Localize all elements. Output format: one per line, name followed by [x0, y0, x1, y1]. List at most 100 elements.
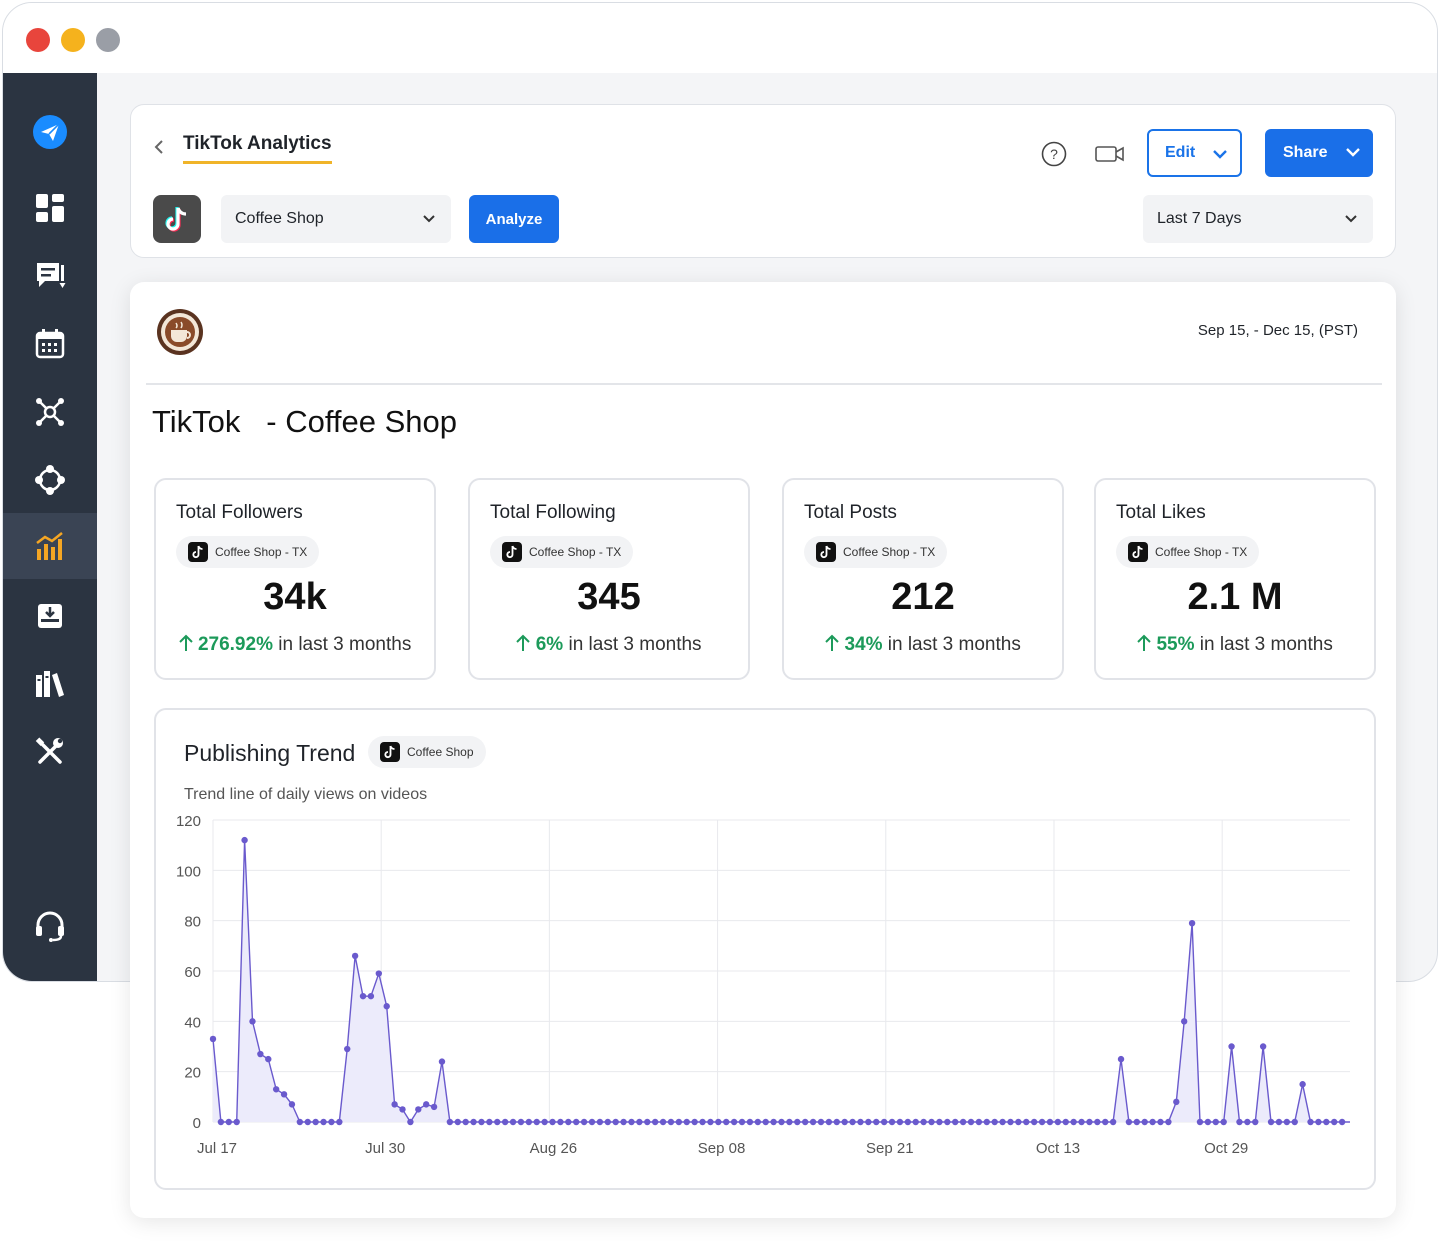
data-point	[375, 970, 383, 977]
headset-icon	[36, 911, 64, 942]
trend-area	[213, 840, 1350, 1122]
sidebar-item-analytics[interactable]	[3, 513, 97, 579]
edit-button[interactable]: Edit	[1147, 129, 1242, 177]
data-point	[896, 1118, 904, 1126]
data-point	[367, 992, 375, 1000]
help-icon[interactable]: ?	[1041, 141, 1067, 167]
chart-subtitle: Trend line of daily views on videos	[184, 786, 428, 803]
y-tick-label: 40	[184, 1014, 201, 1031]
sidebar-item-inbox[interactable]	[3, 583, 97, 649]
data-point	[454, 1118, 461, 1126]
data-point	[430, 1103, 438, 1111]
sidebar-item-publish[interactable]	[3, 99, 97, 165]
close-window-button[interactable]	[26, 28, 50, 52]
share-button[interactable]: Share	[1265, 129, 1373, 177]
data-point	[738, 1118, 746, 1126]
y-tick-label: 60	[184, 964, 201, 981]
data-point	[1299, 1081, 1306, 1088]
stat-change-period: in last 3 months	[272, 634, 412, 655]
data-point	[1149, 1118, 1156, 1126]
analytics-toolbar: TikTok Analytics ? Edit Share Coffee Sho…	[130, 104, 1396, 258]
calendar-icon	[35, 329, 65, 359]
tools-icon	[35, 737, 63, 764]
data-point	[762, 1118, 769, 1126]
data-point	[936, 1118, 943, 1126]
minimize-window-button[interactable]	[61, 28, 85, 52]
sidebar	[3, 73, 97, 981]
back-chevron-icon[interactable]	[151, 137, 167, 157]
data-point	[1086, 1118, 1093, 1126]
data-point	[304, 1118, 311, 1126]
account-chip: Coffee Shop	[368, 736, 486, 768]
data-point	[865, 1118, 872, 1126]
stat-change-percent: 6%	[535, 634, 564, 655]
sidebar-item-calendar[interactable]	[3, 311, 97, 377]
stat-label: Total Followers	[176, 502, 303, 523]
sidebar-item-support[interactable]	[3, 893, 97, 959]
data-point	[1094, 1118, 1101, 1126]
data-point	[612, 1118, 619, 1126]
data-point	[1141, 1118, 1148, 1126]
video-camera-icon[interactable]	[1095, 145, 1125, 163]
data-point	[407, 1118, 414, 1126]
data-point	[1204, 1118, 1212, 1126]
stat-change-period: in last 3 months	[1194, 634, 1333, 655]
stat-label: Total Likes	[1116, 502, 1206, 523]
data-point	[904, 1118, 912, 1126]
data-point	[359, 992, 367, 1000]
chevron-down-icon	[423, 215, 435, 223]
data-point	[517, 1118, 525, 1126]
data-point	[999, 1118, 1006, 1126]
svg-text:?: ?	[1050, 146, 1058, 162]
stat-value: 2.1 M	[1187, 576, 1283, 618]
data-point	[691, 1118, 698, 1126]
date-range-select[interactable]: Last 7 Days	[1143, 195, 1373, 243]
data-point	[438, 1058, 446, 1065]
data-point	[770, 1118, 777, 1126]
data-point	[296, 1118, 304, 1126]
data-point	[351, 952, 359, 960]
zoom-window-button[interactable]	[96, 28, 120, 52]
data-point	[1196, 1118, 1204, 1126]
data-point	[470, 1118, 477, 1126]
data-point	[509, 1118, 517, 1126]
trend-chart: 0 20 40 60 80 100 120 Jul 17 Jul 30 Aug 26 Sep 08 S…	[176, 813, 1350, 1157]
account-select[interactable]: Coffee Shop	[221, 195, 451, 243]
x-tick-label: Oct 13	[1036, 1140, 1080, 1157]
data-point	[833, 1118, 840, 1126]
data-point	[249, 1018, 256, 1025]
share-button-label: Share	[1283, 144, 1328, 161]
stat-change-percent: 276.92%	[197, 634, 273, 655]
account-chip-label: Coffee Shop - TX	[529, 545, 622, 559]
data-point	[1030, 1118, 1038, 1126]
sidebar-item-messages[interactable]	[3, 243, 97, 309]
data-point	[225, 1118, 232, 1126]
sidebar-item-library[interactable]	[3, 651, 97, 717]
sidebar-item-integrations[interactable]	[3, 447, 97, 513]
data-point	[636, 1118, 643, 1126]
analyze-button[interactable]: Analyze	[469, 195, 559, 243]
data-point	[920, 1118, 927, 1126]
data-point	[541, 1118, 548, 1126]
chevron-down-icon	[1213, 150, 1227, 159]
data-point	[644, 1118, 651, 1126]
message-list-icon	[37, 263, 66, 288]
data-point	[462, 1118, 469, 1126]
data-point	[272, 1086, 280, 1093]
title-bar	[3, 3, 1437, 73]
x-tick-label: Sep 08	[698, 1140, 746, 1157]
data-point	[620, 1118, 627, 1126]
account-chip: Coffee Shop - TX	[176, 536, 320, 568]
data-point	[849, 1118, 856, 1126]
dashboard-icon	[36, 194, 64, 222]
data-point	[217, 1118, 225, 1126]
sidebar-item-tools[interactable]	[3, 719, 97, 785]
y-tick-label: 80	[184, 914, 201, 931]
sidebar-item-dashboard[interactable]	[3, 175, 97, 241]
data-point	[478, 1118, 485, 1126]
chevron-down-icon	[1345, 215, 1357, 223]
sidebar-item-network[interactable]	[3, 379, 97, 445]
data-point	[1125, 1118, 1133, 1126]
stat-change: 6% in last 3 months	[470, 634, 748, 656]
data-point	[1078, 1118, 1085, 1126]
